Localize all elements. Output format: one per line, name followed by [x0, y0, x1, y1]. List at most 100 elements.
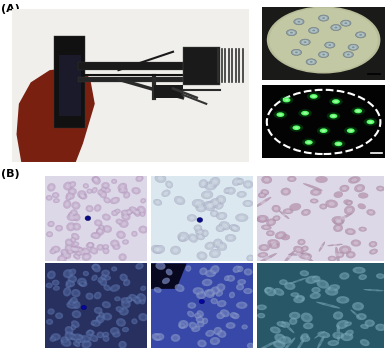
Ellipse shape — [52, 192, 59, 198]
Ellipse shape — [325, 303, 332, 307]
Circle shape — [320, 53, 327, 57]
Ellipse shape — [218, 292, 221, 295]
Ellipse shape — [72, 239, 74, 241]
Ellipse shape — [63, 251, 66, 254]
Circle shape — [344, 127, 358, 135]
Ellipse shape — [282, 214, 286, 216]
Ellipse shape — [209, 249, 221, 258]
Ellipse shape — [336, 220, 341, 224]
Ellipse shape — [237, 191, 247, 198]
Ellipse shape — [61, 249, 68, 255]
Ellipse shape — [57, 227, 61, 230]
Bar — [59, 55, 80, 116]
Ellipse shape — [232, 266, 241, 273]
Ellipse shape — [101, 269, 110, 277]
Ellipse shape — [111, 210, 118, 216]
Ellipse shape — [220, 332, 224, 336]
Ellipse shape — [187, 311, 194, 317]
Ellipse shape — [101, 280, 105, 284]
Ellipse shape — [318, 334, 321, 336]
Ellipse shape — [100, 191, 107, 198]
Ellipse shape — [189, 216, 194, 220]
Ellipse shape — [233, 227, 238, 230]
Ellipse shape — [74, 215, 78, 219]
Ellipse shape — [281, 188, 291, 195]
Ellipse shape — [266, 289, 270, 292]
Ellipse shape — [51, 250, 54, 253]
Ellipse shape — [63, 341, 69, 345]
Ellipse shape — [272, 244, 277, 247]
Circle shape — [354, 109, 362, 113]
Ellipse shape — [88, 190, 91, 192]
Ellipse shape — [89, 331, 92, 334]
Ellipse shape — [180, 237, 184, 240]
Ellipse shape — [101, 187, 107, 192]
Ellipse shape — [319, 242, 325, 251]
Ellipse shape — [361, 228, 365, 230]
Polygon shape — [257, 176, 384, 261]
Ellipse shape — [83, 271, 89, 276]
Ellipse shape — [241, 324, 248, 329]
Ellipse shape — [316, 176, 328, 183]
Ellipse shape — [98, 333, 102, 337]
Ellipse shape — [226, 275, 235, 282]
Ellipse shape — [283, 190, 288, 194]
Ellipse shape — [52, 280, 60, 286]
Ellipse shape — [332, 332, 344, 339]
Ellipse shape — [216, 242, 227, 251]
Circle shape — [334, 141, 342, 146]
Ellipse shape — [293, 296, 305, 303]
Circle shape — [294, 127, 298, 129]
Ellipse shape — [292, 314, 298, 318]
Ellipse shape — [232, 314, 236, 317]
Ellipse shape — [342, 248, 348, 252]
Ellipse shape — [345, 330, 354, 336]
Ellipse shape — [71, 183, 74, 186]
Ellipse shape — [350, 178, 358, 183]
Ellipse shape — [319, 282, 326, 286]
Ellipse shape — [222, 224, 227, 228]
Ellipse shape — [178, 235, 186, 241]
Ellipse shape — [218, 226, 223, 230]
Ellipse shape — [67, 275, 77, 283]
Ellipse shape — [98, 189, 104, 195]
Ellipse shape — [123, 214, 128, 219]
Ellipse shape — [57, 314, 61, 318]
Bar — [54, 36, 85, 128]
Ellipse shape — [54, 287, 58, 289]
Ellipse shape — [344, 335, 350, 339]
Ellipse shape — [311, 287, 321, 293]
Ellipse shape — [87, 242, 93, 247]
Ellipse shape — [72, 223, 81, 230]
Ellipse shape — [335, 247, 339, 263]
Ellipse shape — [173, 336, 178, 340]
Ellipse shape — [238, 285, 242, 289]
Ellipse shape — [141, 228, 145, 231]
Circle shape — [293, 50, 300, 54]
Ellipse shape — [120, 273, 128, 281]
Ellipse shape — [321, 333, 327, 336]
Ellipse shape — [74, 335, 79, 339]
Ellipse shape — [344, 206, 355, 215]
Ellipse shape — [102, 301, 111, 308]
Ellipse shape — [191, 326, 200, 332]
Ellipse shape — [239, 216, 245, 220]
Ellipse shape — [120, 186, 127, 194]
Ellipse shape — [134, 209, 141, 217]
Ellipse shape — [365, 319, 375, 327]
Ellipse shape — [255, 197, 271, 208]
Ellipse shape — [77, 340, 80, 342]
Ellipse shape — [247, 255, 254, 261]
Ellipse shape — [199, 267, 207, 275]
Ellipse shape — [119, 188, 125, 193]
Ellipse shape — [208, 272, 213, 276]
Ellipse shape — [131, 318, 138, 324]
Ellipse shape — [79, 250, 85, 255]
Ellipse shape — [343, 200, 352, 205]
Ellipse shape — [104, 337, 108, 340]
Ellipse shape — [74, 303, 78, 307]
Ellipse shape — [204, 289, 215, 298]
Ellipse shape — [71, 289, 80, 297]
Circle shape — [356, 32, 366, 38]
Ellipse shape — [291, 319, 296, 323]
